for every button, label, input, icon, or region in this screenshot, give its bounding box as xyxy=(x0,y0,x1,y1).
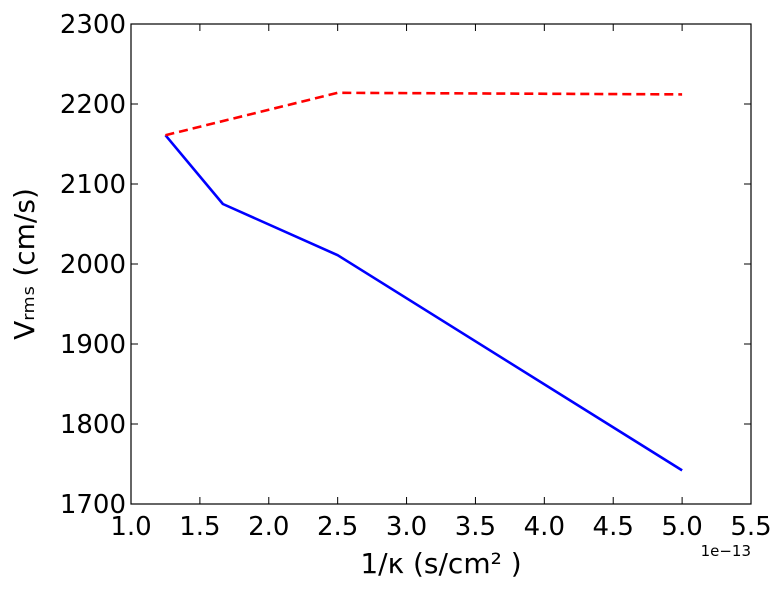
y-tick-labels: 1700 1800 1900 2000 2100 2200 2300 xyxy=(60,10,126,520)
y-axis-label: Vᵣₘₛ (cm/s) xyxy=(8,188,41,340)
x-tick-labels: 1.0 1.5 2.0 2.5 3.0 3.5 4.0 4.5 5.0 5.5 xyxy=(110,512,771,542)
x-tick-label: 3.0 xyxy=(386,512,427,542)
x-tick-label: 5.0 xyxy=(661,512,702,542)
y-tick-label: 1800 xyxy=(60,410,126,440)
x-tick-label: 3.5 xyxy=(455,512,496,542)
x-tick-label: 1.0 xyxy=(110,512,151,542)
y-tick-label: 2000 xyxy=(60,250,126,280)
y-tick-label: 2100 xyxy=(60,170,126,200)
y-tick-label: 2300 xyxy=(60,10,126,40)
x-axis-label: 1/κ (s/cm² ) xyxy=(360,547,521,580)
x-offset-label: 1e−13 xyxy=(701,542,751,560)
x-tick-label: 4.0 xyxy=(524,512,565,542)
y-tick-label: 1700 xyxy=(60,490,126,520)
x-tick-label: 2.0 xyxy=(248,512,289,542)
x-tick-label: 4.5 xyxy=(593,512,634,542)
plot-lines xyxy=(164,91,683,472)
series-line-1 xyxy=(164,134,683,472)
y-tick-label: 1900 xyxy=(60,330,126,360)
x-tick-label: 2.5 xyxy=(317,512,358,542)
axis-ticks xyxy=(130,23,752,505)
y-tick-label: 2200 xyxy=(60,90,126,120)
plot-frame xyxy=(130,23,752,505)
x-tick-label: 1.5 xyxy=(179,512,220,542)
x-tick-label: 5.5 xyxy=(730,512,771,542)
series-line-2 xyxy=(165,91,683,137)
